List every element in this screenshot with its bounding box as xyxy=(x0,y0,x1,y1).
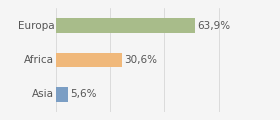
Text: 30,6%: 30,6% xyxy=(125,55,158,65)
Bar xyxy=(56,87,68,102)
Bar xyxy=(56,53,122,67)
Text: 63,9%: 63,9% xyxy=(197,21,230,31)
Bar xyxy=(56,18,195,33)
Text: Africa: Africa xyxy=(24,55,54,65)
Text: Asia: Asia xyxy=(32,89,54,99)
Text: 5,6%: 5,6% xyxy=(70,89,97,99)
Text: Europa: Europa xyxy=(18,21,54,31)
